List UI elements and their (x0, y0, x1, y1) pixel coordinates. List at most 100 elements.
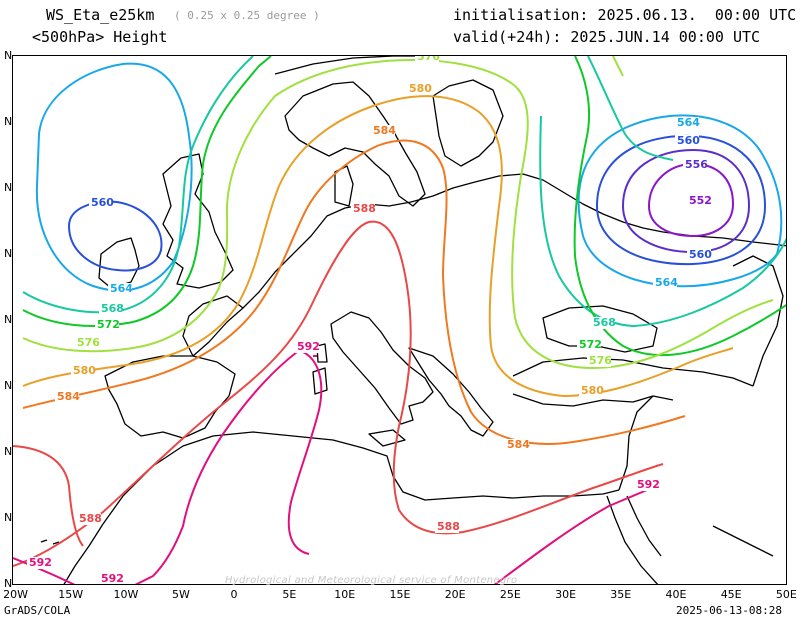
contour-564 (35, 62, 193, 292)
coast-great-britain (162, 153, 234, 289)
contour-label-576: 576 (77, 336, 100, 349)
contour-588 (13, 220, 664, 567)
contour-label-592: 592 (101, 572, 124, 585)
contour-label-580: 580 (581, 384, 604, 397)
height-map: 552 556 560 560 560 564 564 564 568 568 572 572 576 5… (13, 56, 786, 585)
contour-label-588: 588 (437, 520, 460, 533)
contour-label-572: 572 (97, 318, 120, 331)
contour-592 (13, 557, 76, 584)
lat-label: N (4, 577, 13, 590)
contour-572 (573, 56, 786, 357)
software-credit: GrADS/COLA (4, 604, 71, 617)
field-name: <500hPa> Height (32, 28, 168, 46)
coastlines (40, 56, 786, 584)
coast-iberia (104, 355, 236, 439)
lon-label: 15E (389, 588, 411, 601)
grid-resolution: ( 0.25 x 0.25 degree ) (174, 9, 320, 22)
contour-label-576: 576 (417, 56, 440, 63)
coast-gulf (712, 525, 774, 557)
contour-label-552: 552 (689, 194, 712, 207)
coast-red-sea (606, 495, 662, 584)
contour-580 (22, 95, 734, 398)
map-panel: 552 556 560 560 560 564 564 564 568 568 572 572 576 5… (12, 55, 787, 585)
contour-label-568: 568 (593, 316, 616, 329)
coast-finland (432, 79, 504, 167)
coast-scandinavia (274, 56, 433, 207)
coast-turkey (512, 357, 754, 387)
contour-label-560: 560 (689, 248, 712, 261)
lon-label: 0 (230, 588, 238, 601)
contour-label-556: 556 (685, 158, 708, 171)
lat-label: N (4, 379, 13, 392)
contour-label-588: 588 (353, 202, 376, 215)
lat-label: N (4, 115, 13, 128)
lat-label: N (4, 49, 13, 62)
coast-west-africa (63, 523, 104, 584)
contour-576 (22, 58, 774, 370)
contour-label-560: 560 (677, 134, 700, 147)
lon-label: 10W (113, 588, 139, 601)
contour-label-572: 572 (579, 338, 602, 351)
contour-576 (612, 56, 624, 77)
coast-ireland (98, 237, 140, 289)
coast-caspian (732, 255, 784, 387)
contour-label-580: 580 (409, 82, 432, 95)
coast-corsica (316, 343, 328, 363)
coast-sardinia (312, 367, 328, 395)
contour-568 (539, 56, 786, 328)
contour-592 (494, 489, 648, 584)
render-timestamp: 2025-06-13-08:28 (676, 604, 782, 617)
contour-592 (287, 351, 323, 555)
contour-label-560: 560 (91, 196, 114, 209)
coast-canary (40, 539, 60, 545)
lon-label: 15W (58, 588, 84, 601)
lon-label: 45E (720, 588, 742, 601)
lon-label: 25E (499, 588, 521, 601)
coast-sicily (368, 429, 406, 447)
lon-label: 20W (3, 588, 28, 601)
contour-label-564: 564 (677, 116, 700, 129)
lat-label: N (4, 313, 13, 326)
lat-label: N (4, 181, 13, 194)
lon-label: 10E (334, 588, 356, 601)
coast-jutland (334, 165, 354, 207)
model-name: WS_Eta_e25km (46, 6, 155, 24)
lon-label: 5W (172, 588, 190, 601)
lon-label: 30E (555, 588, 577, 601)
contour-label-588: 588 (79, 512, 102, 525)
coast-europe (192, 173, 786, 357)
lon-label: 35E (610, 588, 632, 601)
lon-label: 50E (775, 588, 797, 601)
lat-label: N (4, 511, 13, 524)
contour-label-584: 584 (373, 124, 396, 137)
contour-label-592: 592 (637, 478, 660, 491)
coast-black-sea (542, 305, 658, 353)
coast-italy (330, 311, 434, 425)
contour-label-568: 568 (101, 302, 124, 315)
coast-levant (618, 395, 654, 491)
contour-label-564: 564 (655, 276, 678, 289)
contour-label-584: 584 (507, 438, 530, 451)
contour-label-592: 592 (297, 340, 320, 353)
coast-france (182, 295, 244, 357)
coast-balkans (408, 347, 494, 437)
lon-label: 40E (665, 588, 687, 601)
contour-592 (134, 351, 317, 584)
contour-label-576: 576 (589, 354, 612, 367)
contour-560 (595, 134, 767, 266)
contour-560 (67, 200, 163, 272)
coast-north-africa (102, 431, 620, 525)
contour-label-580: 580 (73, 364, 96, 377)
contour-584 (22, 139, 686, 445)
valid-time: valid(+24h): 2025.JUN.14 00:00 UTC (453, 28, 761, 46)
lon-label: 5E (282, 588, 297, 601)
watermark: Hydrological and Meteorological service … (225, 575, 518, 586)
initialisation-time: initialisation: 2025.06.13. 00:00 UTC (453, 6, 797, 24)
contour-568 (22, 56, 254, 314)
contour-label-584: 584 (57, 390, 80, 403)
contour-label-564: 564 (110, 282, 133, 295)
lat-label: N (4, 445, 13, 458)
contour-label-592: 592 (29, 556, 52, 569)
lat-label: N (4, 247, 13, 260)
contour-552 (647, 162, 735, 238)
